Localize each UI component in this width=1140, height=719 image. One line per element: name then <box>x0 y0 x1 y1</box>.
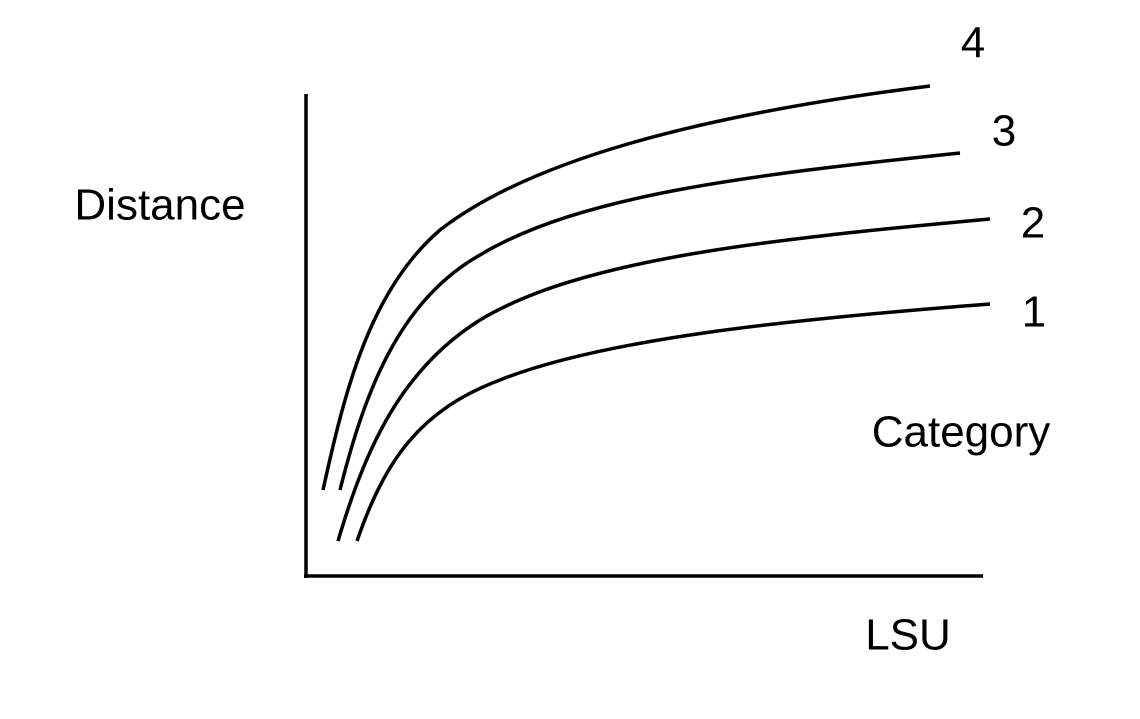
curve <box>355 302 991 542</box>
curve-label: 1 <box>1022 288 1046 337</box>
curve-label: 3 <box>992 107 1016 156</box>
curve <box>336 217 991 542</box>
y-axis-label: Distance <box>74 181 245 230</box>
x-axis-label: LSU <box>865 611 951 660</box>
curve <box>338 151 961 491</box>
curve-label: 2 <box>1021 199 1045 248</box>
curve-label: 4 <box>961 19 985 68</box>
curve <box>321 84 931 491</box>
legend-title: Category <box>872 408 1051 457</box>
